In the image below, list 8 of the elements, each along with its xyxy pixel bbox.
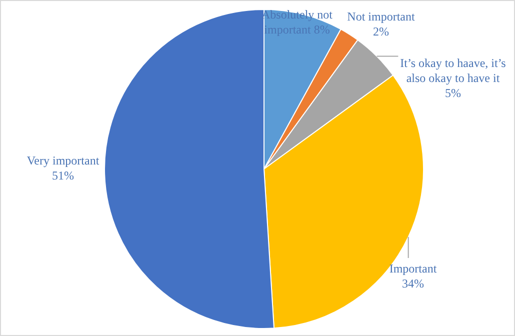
data-label: 34%	[402, 276, 424, 291]
data-label: 2%	[373, 24, 389, 39]
slice-label: Not important	[347, 10, 416, 24]
slice-label: Important	[389, 262, 438, 276]
data-label: 5%	[445, 86, 461, 100]
slice-label: It’s okay to haave, it’s also okay to have it	[400, 56, 506, 86]
slice-label: Very important	[26, 154, 100, 168]
data-label: 51%	[52, 168, 74, 183]
